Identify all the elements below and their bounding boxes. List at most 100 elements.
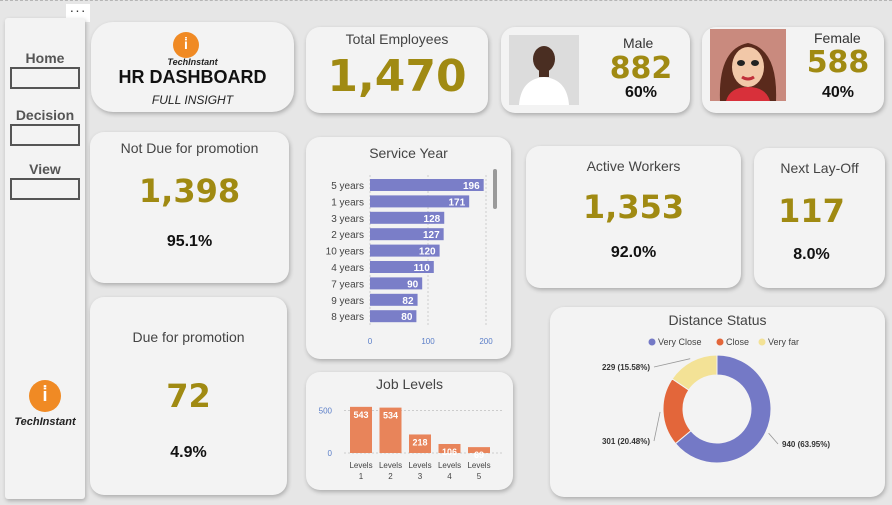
distance-status-title: Distance Status xyxy=(668,312,767,328)
male-card: Male 882 60% xyxy=(501,27,690,113)
next-layoff-percent: 8.0% xyxy=(793,246,830,263)
nav-label-decision: Decision xyxy=(15,107,75,123)
job-levels-data-label: 69 xyxy=(474,450,484,460)
job-levels-category-label-number: 4 xyxy=(447,472,452,481)
job-levels-bar xyxy=(409,434,431,453)
job-levels-data-label: 534 xyxy=(383,411,398,421)
job-levels-bar xyxy=(350,406,372,453)
male-label: Male xyxy=(623,35,654,51)
nav-button-home[interactable] xyxy=(10,67,80,89)
total-employees-card: Total Employees 1,470 xyxy=(306,27,488,113)
job-levels-data-label: 106 xyxy=(442,447,457,457)
service-year-bar xyxy=(370,228,444,241)
service-year-scrollbar[interactable] xyxy=(493,169,497,209)
service-year-bar xyxy=(370,195,470,208)
job-levels-category-label-word: Levels xyxy=(408,461,431,470)
next-layoff-title: Next Lay-Off xyxy=(780,160,859,176)
service-year-data-label: 110 xyxy=(414,263,431,274)
job-levels-title: Job Levels xyxy=(376,376,443,392)
legend-label: Very Close xyxy=(658,337,702,347)
service-year-category-label: 9 years xyxy=(331,296,364,307)
job-levels-data-label: 543 xyxy=(353,410,368,420)
job-levels-category-label-number: 1 xyxy=(359,472,364,481)
sidebar: Home Decision View i̇ TechInstant xyxy=(5,18,85,499)
legend-marker xyxy=(648,338,656,346)
active-workers-title: Active Workers xyxy=(586,158,681,174)
distance-status-card: Distance Status Very Close Close Very far 9… xyxy=(550,307,885,497)
female-label: Female xyxy=(814,30,861,46)
job-levels-category-label-word: Levels xyxy=(349,461,372,470)
not-due-value: 1,398 xyxy=(138,172,241,210)
service-year-data-label: 127 xyxy=(423,230,440,241)
distance-slice xyxy=(674,354,772,464)
job-levels-bar xyxy=(438,443,461,453)
next-layoff-value: 117 xyxy=(778,192,845,230)
job-levels-category-label-number: 2 xyxy=(388,472,393,481)
not-due-title: Not Due for promotion xyxy=(120,140,259,156)
service-year-bar xyxy=(370,179,484,191)
nav-button-view[interactable] xyxy=(10,178,80,200)
due-value: 72 xyxy=(166,377,211,415)
header-logo-icon: i̇ xyxy=(173,32,199,58)
service-year-title: Service Year xyxy=(369,145,448,161)
total-employees-value: 1,470 xyxy=(327,51,467,102)
distance-data-label: 229 (15.58%) xyxy=(602,363,650,372)
job-levels-bar xyxy=(379,407,402,453)
active-workers-value: 1,353 xyxy=(582,188,685,226)
distance-leader-line xyxy=(653,358,691,368)
page-title: HR DASHBOARD xyxy=(118,67,267,87)
header-logo-text: TechInstant xyxy=(167,57,218,67)
distance-leader-line xyxy=(768,432,779,445)
total-employees-title: Total Employees xyxy=(345,31,449,47)
job-levels-category-label-number: 5 xyxy=(477,472,482,481)
service-year-data-label: 120 xyxy=(419,247,436,258)
legend-label: Close xyxy=(726,337,749,347)
techinstant-logo-icon: i̇ xyxy=(29,380,61,412)
active-workers-percent: 92.0% xyxy=(610,244,657,261)
distance-data-label: 301 (20.48%) xyxy=(602,437,650,446)
job-levels-category-label-word: Levels xyxy=(379,461,402,470)
male-count: 882 xyxy=(609,51,673,86)
not-due-percent: 95.1% xyxy=(166,233,213,250)
service-year-data-label: 171 xyxy=(448,197,465,208)
service-year-data-label: 90 xyxy=(407,279,419,290)
legend-marker xyxy=(758,338,766,346)
nav-label-home: Home xyxy=(25,50,65,66)
service-year-category-label: 7 years xyxy=(331,279,364,290)
male-portrait-photo xyxy=(509,35,579,105)
service-year-data-label: 80 xyxy=(401,312,413,323)
more-options-icon[interactable]: ··· xyxy=(66,3,90,22)
top-border xyxy=(0,0,892,1)
job-levels-category-label-word: Levels xyxy=(438,461,461,470)
female-count: 588 xyxy=(806,45,870,80)
service-year-category-label: 3 years xyxy=(331,214,364,225)
service-year-data-label: 196 xyxy=(463,181,480,192)
service-year-x-tick: 200 xyxy=(479,337,493,346)
page-subtitle: FULL INSIGHT xyxy=(151,93,234,107)
nav-button-decision[interactable] xyxy=(10,124,80,146)
job-levels-card: Job Levels 0 500 543 Levels 1 534 Levels 2 218 Le… xyxy=(306,372,513,490)
job-levels-chart: 0 500 543 Levels 1 534 Levels 2 218 Levels 3 106 Lev… xyxy=(319,406,502,481)
service-year-data-label: 128 xyxy=(424,214,441,225)
header-card: i̇ TechInstant HR DASHBOARD FULL INSIGHT xyxy=(91,22,294,112)
service-year-card: Service Year 0 100 200 5 years 196 1 years 171… xyxy=(306,137,511,359)
distance-slice xyxy=(671,354,718,391)
job-levels-y-tick: 0 xyxy=(328,449,333,458)
service-year-bar xyxy=(370,261,434,273)
service-year-bar xyxy=(370,310,417,323)
service-year-x-tick: 100 xyxy=(421,337,435,346)
legend-label: Very far xyxy=(768,337,799,347)
job-levels-data-label: 218 xyxy=(412,437,427,447)
job-levels-category-label-word: Levels xyxy=(467,461,490,470)
due-percent: 4.9% xyxy=(170,444,207,461)
service-year-category-label: 1 years xyxy=(331,197,364,208)
service-year-category-label: 4 years xyxy=(331,263,364,274)
sidebar-logo-text: TechInstant xyxy=(14,416,76,428)
distance-data-label: 940 (63.95%) xyxy=(782,440,830,449)
job-levels-category-label-number: 3 xyxy=(418,472,423,481)
not-due-promotion-card: Not Due for promotion 1,398 95.1% xyxy=(90,132,289,283)
service-year-chart: 0 100 200 5 years 196 1 years 171 3 years 128 2 y… xyxy=(326,169,497,346)
service-year-x-tick: 0 xyxy=(368,337,373,346)
service-year-bar xyxy=(370,293,418,306)
distance-leader-line xyxy=(653,411,661,442)
